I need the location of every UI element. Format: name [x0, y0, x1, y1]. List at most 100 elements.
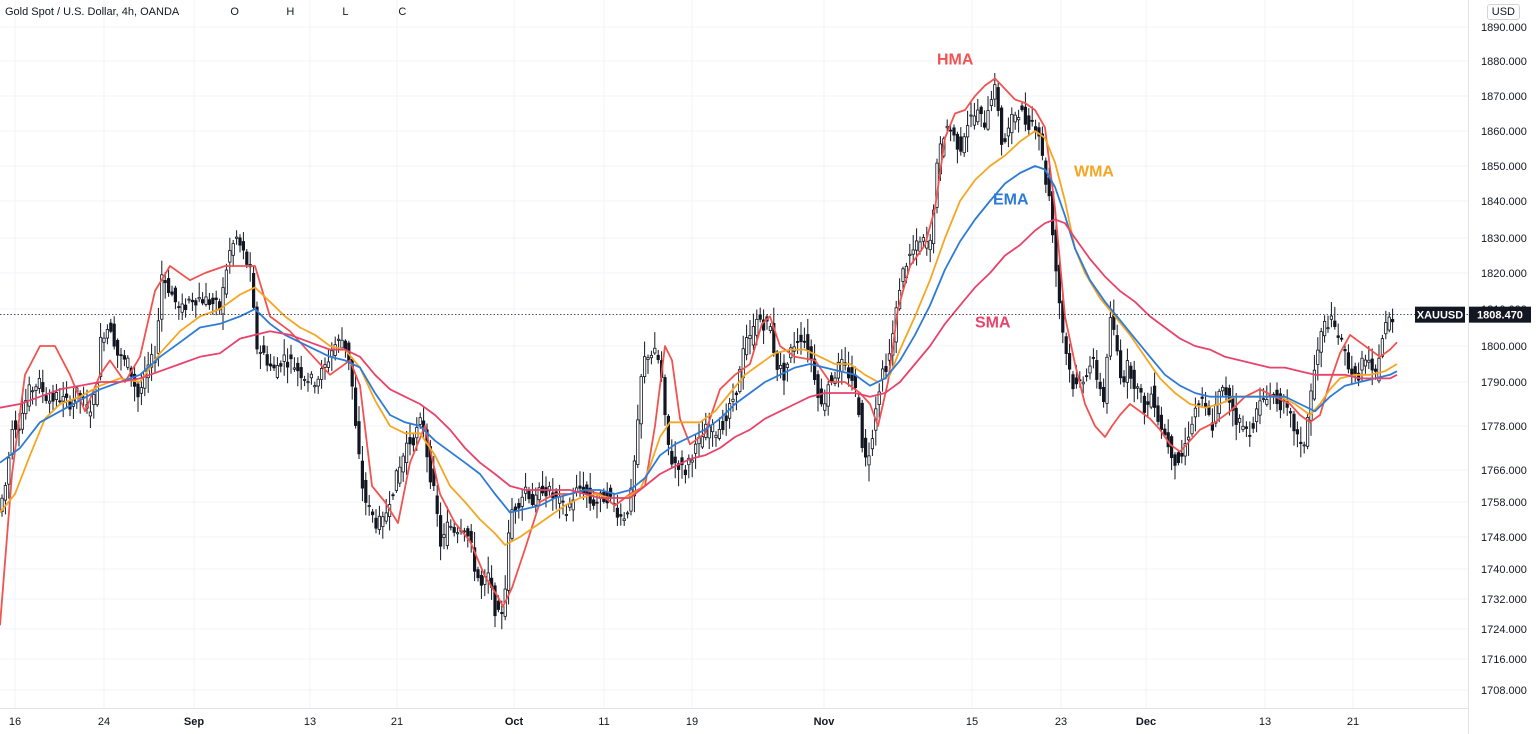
- candle: [282, 339, 286, 376]
- ohlc-open-label: O: [230, 6, 239, 18]
- candle: [200, 292, 205, 306]
- candle-body: [1190, 423, 1194, 435]
- candle: [983, 110, 987, 130]
- candle-body: [915, 240, 919, 251]
- candle: [864, 429, 868, 467]
- candle: [745, 324, 749, 361]
- candle-body: [442, 534, 446, 538]
- candle-body: [299, 367, 303, 379]
- candle: [1105, 353, 1109, 414]
- candle: [326, 348, 331, 373]
- candle: [1360, 350, 1364, 382]
- candle-body: [534, 494, 538, 506]
- candle-body: [734, 392, 739, 396]
- candle-body: [1054, 229, 1058, 272]
- candle: [972, 102, 977, 130]
- candle: [656, 349, 660, 364]
- candle-body: [592, 499, 596, 506]
- candle-body: [1013, 114, 1017, 123]
- candle: [772, 307, 776, 357]
- candle-body: [472, 547, 477, 572]
- candle: [479, 570, 484, 599]
- candle: [187, 296, 191, 304]
- currency-button[interactable]: USD: [1486, 4, 1520, 20]
- candle-body: [302, 379, 307, 381]
- candle-body: [833, 377, 837, 384]
- candle-body: [187, 298, 191, 301]
- candle-body: [1102, 386, 1106, 403]
- candle: [768, 323, 773, 334]
- candle-body: [1289, 411, 1293, 414]
- candle-body: [177, 306, 181, 308]
- candle: [1163, 423, 1167, 437]
- candle: [92, 389, 96, 419]
- candle-body: [377, 515, 382, 530]
- candle: [1312, 354, 1316, 401]
- candle-body: [183, 304, 188, 311]
- candle: [37, 369, 42, 394]
- candle: [136, 380, 140, 412]
- candle-body: [1370, 358, 1374, 371]
- candle: [908, 243, 912, 268]
- candle-body: [1241, 425, 1245, 430]
- candle-body: [1034, 126, 1038, 131]
- y-tick-label: 1758.000: [1481, 497, 1527, 509]
- ma-annotations: HMA WMA EMA SMA: [937, 52, 1114, 332]
- candle: [1040, 126, 1044, 161]
- candle: [30, 386, 35, 405]
- candle-body: [949, 129, 953, 132]
- candle: [1044, 157, 1048, 193]
- candle: [1102, 378, 1106, 408]
- candle: [180, 293, 184, 320]
- candle-body: [1074, 377, 1078, 385]
- candle: [442, 523, 446, 550]
- candle: [646, 354, 650, 374]
- candle: [119, 348, 123, 371]
- candle-body: [466, 528, 470, 537]
- x-tick-label: 16: [9, 716, 21, 728]
- candle-body: [404, 442, 409, 464]
- candle-body: [326, 361, 331, 368]
- x-tick-label: Oct: [505, 716, 524, 728]
- candle-body: [398, 466, 402, 484]
- candle-body: [558, 496, 562, 504]
- candle-body: [180, 303, 184, 313]
- candle-body: [983, 122, 987, 128]
- candle-body: [717, 429, 722, 439]
- candle-body: [1204, 402, 1208, 407]
- candle: [44, 387, 48, 404]
- x-tick-label: 21: [1347, 716, 1359, 728]
- y-tick-label: 1716.000: [1481, 654, 1527, 666]
- x-tick-label: 23: [1055, 716, 1067, 728]
- candle: [1095, 350, 1099, 389]
- candle: [1098, 372, 1102, 396]
- candle-body: [1391, 319, 1395, 323]
- candle: [857, 393, 861, 418]
- candle-body: [357, 421, 361, 455]
- candle: [353, 374, 358, 429]
- candle-body: [139, 387, 143, 394]
- candle-body: [340, 339, 344, 349]
- candle: [1258, 387, 1262, 425]
- candle-body: [1115, 335, 1119, 352]
- candle: [238, 234, 242, 253]
- candle: [455, 527, 460, 544]
- candle: [452, 522, 456, 537]
- candle-body: [1244, 426, 1248, 429]
- candle: [541, 470, 545, 497]
- candle: [1142, 392, 1146, 425]
- candle-body: [360, 460, 365, 489]
- candle: [1071, 371, 1075, 397]
- candle-body: [626, 512, 630, 515]
- candle-body: [513, 506, 518, 511]
- candle: [1200, 387, 1204, 408]
- candle: [166, 267, 171, 297]
- candle-body: [785, 363, 790, 368]
- candle: [1173, 452, 1177, 480]
- candle: [1023, 92, 1027, 132]
- candle: [847, 351, 851, 387]
- candle: [714, 431, 718, 447]
- candle: [1238, 414, 1242, 433]
- candle-body: [166, 278, 171, 293]
